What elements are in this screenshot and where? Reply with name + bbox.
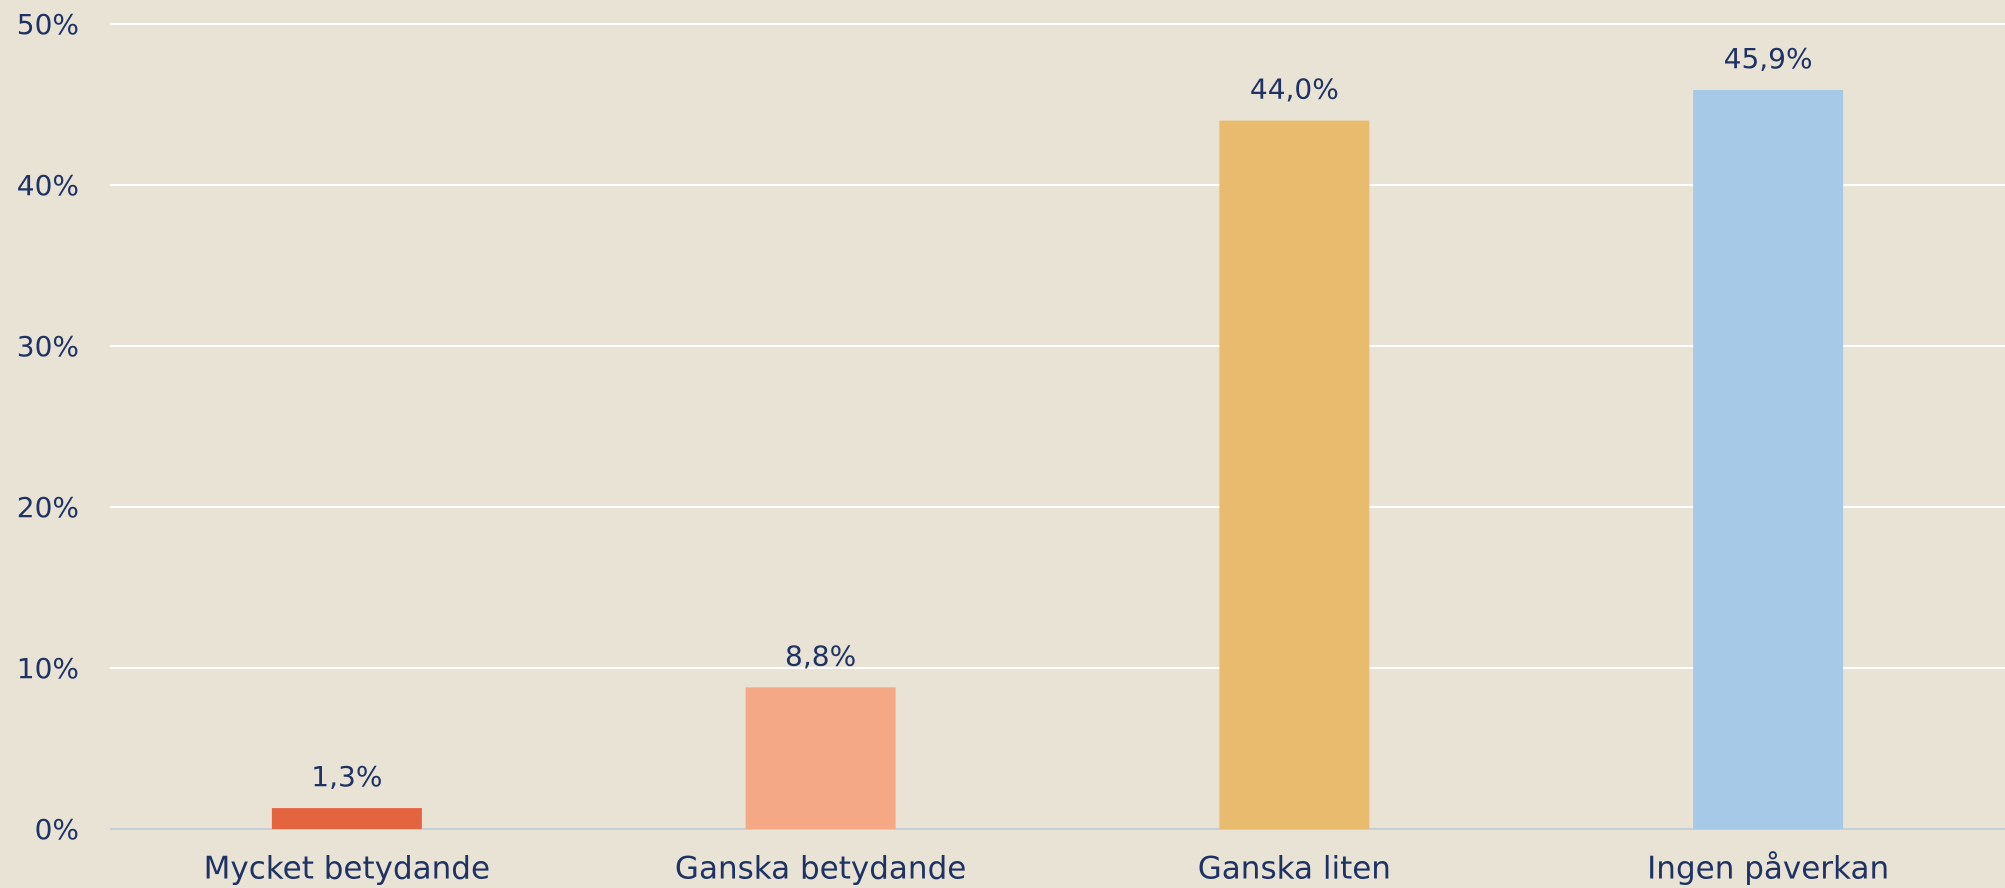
bar xyxy=(745,687,896,829)
value-label: 1,3% xyxy=(311,760,382,793)
value-label: 8,8% xyxy=(785,639,856,672)
value-label: 45,9% xyxy=(1724,42,1813,75)
y-tick-label: 20% xyxy=(17,491,79,524)
y-tick-label: 10% xyxy=(17,652,79,685)
x-tick-label: Ganska liten xyxy=(1198,851,1391,887)
y-tick-label: 30% xyxy=(17,330,79,363)
x-tick-label: Mycket betydande xyxy=(204,851,490,887)
y-tick-label: 0% xyxy=(35,813,79,846)
value-label: 44,0% xyxy=(1250,73,1339,106)
bar xyxy=(1219,120,1370,830)
y-tick-label: 40% xyxy=(17,169,79,202)
bar xyxy=(271,808,422,829)
x-tick-label: Ingen påverkan xyxy=(1647,851,1889,887)
x-tick-label: Ganska betydande xyxy=(675,851,966,887)
y-tick-label: 50% xyxy=(17,8,79,41)
bar xyxy=(1693,90,1844,829)
